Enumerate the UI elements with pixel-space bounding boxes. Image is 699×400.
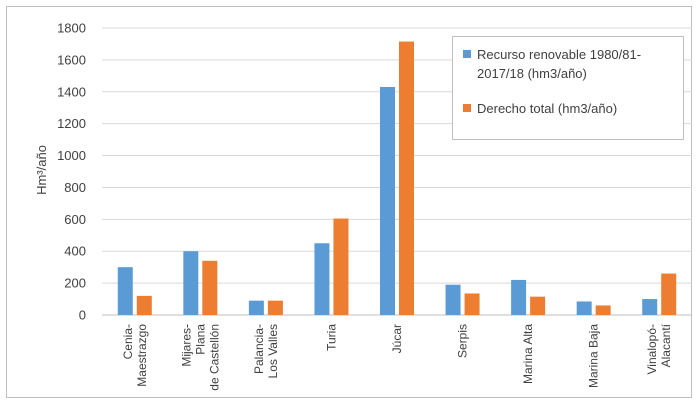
x-tick-label: Turia — [324, 324, 338, 351]
bar-renewable-resource-7 — [576, 301, 592, 315]
x-tick-label-line: Cenia- — [121, 324, 135, 359]
bar-total-right-6 — [530, 296, 546, 315]
y-tick-label: 0 — [79, 308, 86, 323]
legend-label: Derecho total (hm3/año) — [477, 101, 618, 116]
x-tick-label-line: Vinalopó- — [645, 324, 659, 374]
bar-renewable-resource-1 — [183, 251, 199, 315]
x-tick-label: Júcar — [390, 324, 404, 353]
x-tick-label-line: de Castellón — [207, 324, 221, 391]
bars — [117, 41, 677, 316]
bar-total-right-5 — [464, 293, 480, 315]
x-tick-label-line: Marina Alta — [521, 324, 535, 384]
y-tick-label: 1600 — [57, 52, 86, 67]
y-tick-label: 800 — [64, 180, 86, 195]
x-tick-label-line: Los Valles — [266, 324, 280, 378]
y-tick-label: 1400 — [57, 84, 86, 99]
x-tick-label: Mijares-Planade Castellón — [179, 324, 221, 391]
x-tick-label-line: Mijares- — [179, 324, 193, 367]
x-tick-label: Palancia-Los Valles — [252, 324, 280, 378]
legend: Recurso renovable 1980/81- 2017/18 (hm3/… — [452, 36, 684, 140]
bar-renewable-resource-2 — [248, 300, 264, 315]
bar-renewable-resource-6 — [511, 279, 527, 315]
bar-total-right-1 — [202, 260, 218, 315]
bar-total-right-2 — [267, 300, 283, 315]
bar-renewable-resource-4 — [380, 86, 395, 315]
y-tick-label: 600 — [64, 212, 86, 227]
y-tick-label: 1000 — [57, 148, 86, 163]
x-tick-label-line: Turia — [324, 324, 338, 351]
y-tick-label: 400 — [64, 244, 86, 259]
x-axis-labels: Cenia-Maestrazgo Mijares-Planade Castelló… — [121, 323, 673, 390]
x-tick-label-line: Júcar — [390, 324, 404, 353]
x-tick-label: Marina Alta — [521, 324, 535, 384]
bar-renewable-resource-3 — [314, 243, 330, 315]
x-tick-label-line: Plana — [193, 324, 207, 355]
x-tick-label-line: Alacantí — [659, 323, 673, 367]
x-tick-label: Cenia-Maestrazgo — [121, 324, 149, 387]
bar-renewable-resource-0 — [117, 267, 133, 315]
x-tick-label-line: Palancia- — [252, 324, 266, 374]
x-tick-label-line: Maestrazgo — [135, 324, 149, 387]
legend-entry-renewable-resource: Recurso renovable 1980/81- 2017/18 (hm3/… — [463, 45, 641, 83]
y-axis-title: Hm³/año — [34, 145, 49, 195]
bar-total-right-4 — [399, 41, 414, 316]
legend-entry-total-right: Derecho total (hm3/año) — [463, 99, 617, 118]
x-tick-label: Vinalopó-Alacantí — [645, 323, 673, 374]
x-tick-label: Marina Baja — [587, 324, 601, 388]
bar-total-right-8 — [661, 273, 677, 315]
legend-swatch-orange — [463, 104, 471, 112]
x-tick-label-line: Serpis — [456, 324, 470, 358]
bar-total-right-7 — [595, 305, 611, 315]
legend-swatch-blue — [463, 50, 471, 58]
y-tick-label: 200 — [64, 276, 86, 291]
bar-total-right-3 — [333, 218, 349, 315]
bar-renewable-resource-5 — [445, 284, 461, 315]
x-tick-label: Serpis — [456, 324, 470, 358]
legend-label: Recurso renovable 1980/81- 2017/18 (hm3/… — [477, 47, 642, 81]
y-axis-ticks: 0 200 400 600 800 1000 1200 1400 1600 1800 — [57, 21, 86, 323]
y-tick-label: 1200 — [57, 116, 86, 131]
y-tick-label: 1800 — [57, 21, 86, 36]
bar-total-right-0 — [136, 295, 152, 315]
x-tick-label-line: Marina Baja — [587, 324, 601, 388]
bar-renewable-resource-8 — [642, 299, 658, 315]
